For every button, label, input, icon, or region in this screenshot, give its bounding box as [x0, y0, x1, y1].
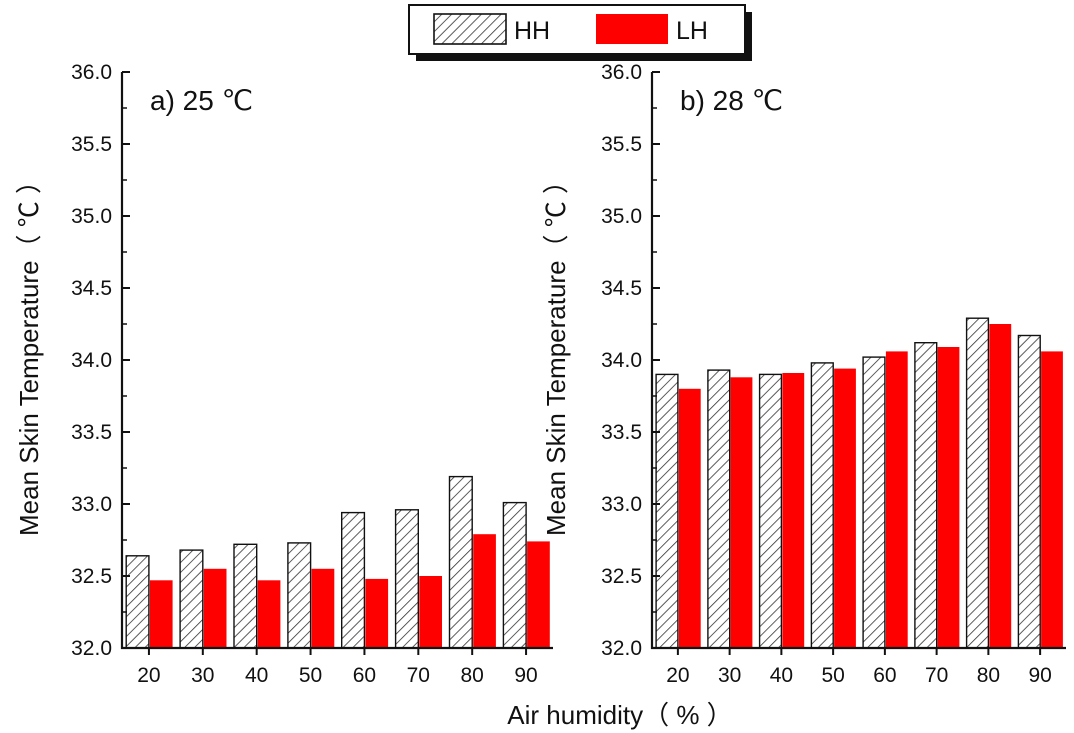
- x-tick-label: 80: [461, 664, 484, 687]
- y-tick-label: 34.0: [601, 349, 642, 372]
- x-tick-label: 40: [245, 664, 268, 687]
- y-tick-label: 32.5: [601, 565, 642, 588]
- bar-lh-40: [257, 580, 281, 648]
- bar-hh-70: [394, 509, 420, 649]
- panel-a: a) 25 ℃ Mean Skin Temperature（ ℃ ） 32.0 3…: [14, 61, 553, 687]
- bar-hh-60: [341, 511, 366, 649]
- x-tick-label: 70: [407, 664, 430, 687]
- bar-lh-90: [527, 541, 550, 648]
- y-tick-label: 35.0: [601, 205, 642, 228]
- bar-hh-20: [125, 555, 150, 649]
- bar-lh-60: [885, 351, 908, 648]
- legend: HH LH: [408, 4, 752, 61]
- y-tick-label: 33.0: [601, 493, 642, 516]
- bar-hh-70: [914, 342, 938, 649]
- bar-hh-30: [179, 549, 204, 649]
- bar-hh-50: [810, 362, 834, 649]
- bar-lh-80: [989, 324, 1012, 648]
- y-tick-label: 35.5: [601, 133, 642, 156]
- bar-lh-40: [782, 373, 805, 648]
- x-tick-label: 60: [873, 664, 896, 687]
- legend-swatch-hh: [433, 13, 507, 45]
- x-tick-label: 80: [977, 664, 1000, 687]
- bar-lh-70: [419, 576, 442, 648]
- x-tick-label: 30: [191, 664, 214, 687]
- bar-hh-40: [758, 373, 783, 649]
- bar-lh-90: [1041, 351, 1063, 648]
- bar-lh-20: [149, 580, 173, 648]
- y-tick-label: 32.5: [71, 565, 112, 588]
- bar-lh-70: [937, 347, 960, 648]
- y-tick-label: 36.0: [71, 61, 112, 84]
- y-tick-label: 34.0: [71, 349, 112, 372]
- legend-label-lh: LH: [676, 17, 708, 45]
- panel-b-y-axis-title: Mean Skin Temperature（ ℃ ）: [541, 168, 571, 536]
- x-tick-label: 20: [666, 664, 689, 687]
- panel-b: b) 28 ℃ Mean Skin Temperature（ ℃ ） 32.0 3…: [541, 61, 1066, 687]
- x-tick-label: 40: [770, 664, 793, 687]
- legend-label-hh: HH: [514, 17, 550, 45]
- y-tick-label: 34.5: [71, 277, 112, 300]
- x-tick-label: 50: [821, 664, 844, 687]
- x-tick-label: 50: [299, 664, 322, 687]
- legend-swatch-lh: [596, 14, 668, 44]
- bar-hh-60: [862, 356, 886, 649]
- y-tick-label: 36.0: [601, 61, 642, 84]
- bar-lh-30: [203, 568, 227, 648]
- x-tick-label: 60: [353, 664, 376, 687]
- bar-hh-50: [287, 542, 312, 649]
- bar-hh-20: [655, 373, 679, 649]
- y-tick-label: 33.0: [71, 493, 112, 516]
- y-tick-label: 32.0: [71, 637, 112, 660]
- bar-lh-30: [730, 377, 753, 648]
- y-tick-label: 32.0: [601, 637, 642, 660]
- y-tick-label: 33.5: [601, 421, 642, 444]
- bar-hh-80: [448, 475, 473, 649]
- bar-hh-30: [707, 369, 731, 649]
- y-tick-label: 35.5: [71, 133, 112, 156]
- panel-a-label: a) 25 ℃: [150, 85, 253, 116]
- y-tick-label: 35.0: [71, 205, 112, 228]
- bar-hh-90: [1017, 334, 1041, 649]
- x-tick-label: 20: [137, 664, 160, 687]
- bar-lh-50: [311, 568, 335, 648]
- bar-hh-80: [965, 317, 990, 649]
- bar-lh-50: [834, 368, 856, 648]
- bar-lh-80: [473, 534, 496, 648]
- x-tick-label: 70: [925, 664, 948, 687]
- x-tick-label: 30: [718, 664, 741, 687]
- bar-lh-20: [678, 388, 701, 648]
- y-tick-label: 33.5: [71, 421, 112, 444]
- panel-a-y-axis-title: Mean Skin Temperature（ ℃ ）: [14, 168, 44, 536]
- panel-b-label: b) 28 ℃: [680, 85, 783, 116]
- x-tick-label: 90: [514, 664, 537, 687]
- bar-lh-60: [365, 578, 389, 648]
- x-tick-label: 90: [1028, 664, 1051, 687]
- bar-hh-40: [233, 543, 258, 649]
- x-axis-title: Air humidity（ % ）: [507, 700, 732, 730]
- y-tick-label: 34.5: [601, 277, 642, 300]
- bar-hh-90: [502, 501, 527, 649]
